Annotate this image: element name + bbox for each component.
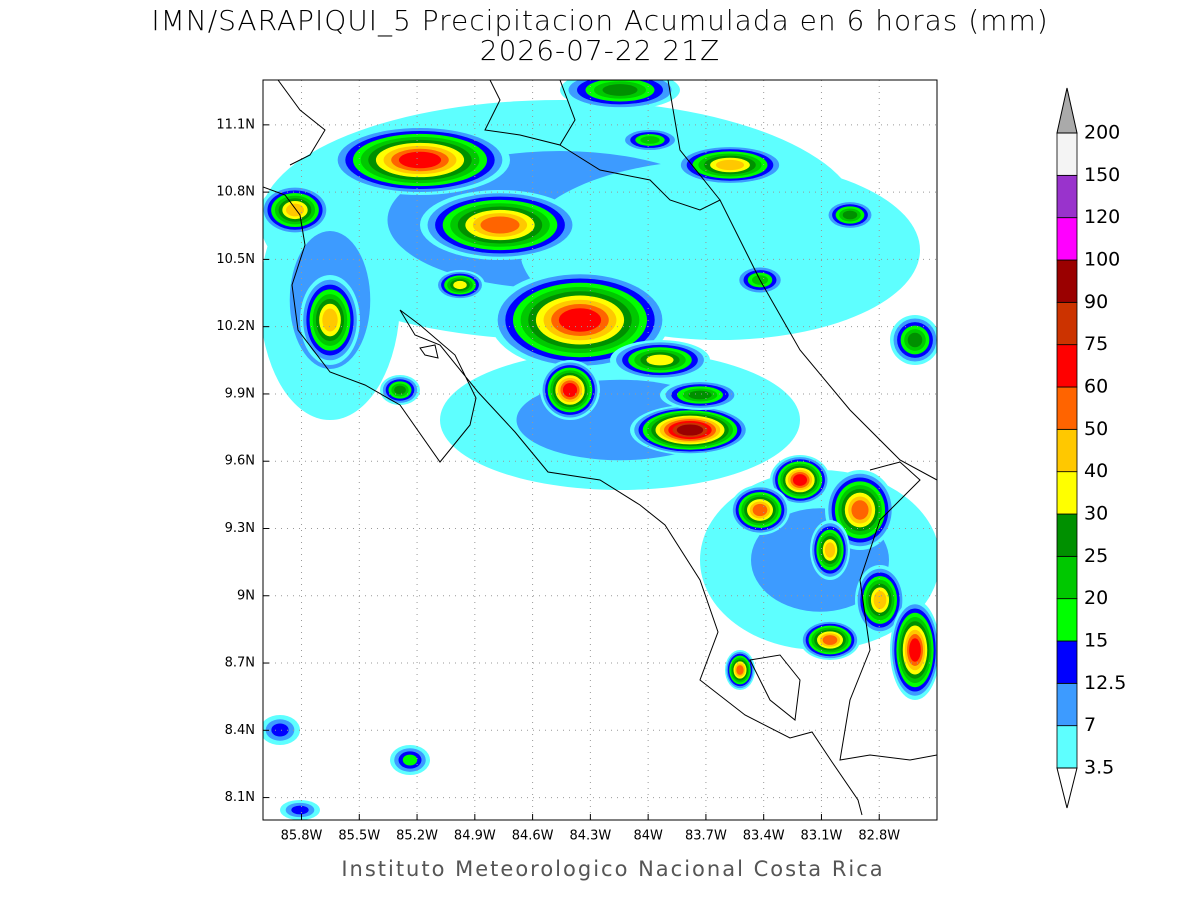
colorbar-label: 25	[1084, 545, 1108, 567]
colorbar-segment	[1056, 513, 1078, 557]
colorbar-label: 3.5	[1084, 757, 1114, 779]
precip-contour	[271, 723, 289, 737]
precip-contour	[398, 151, 442, 169]
precip-contour	[792, 474, 808, 486]
precip-field	[263, 80, 937, 820]
precip-contour	[824, 542, 836, 558]
precip-contour	[394, 385, 406, 395]
y-tick-label: 8.1N	[225, 790, 255, 805]
precip-contour	[873, 591, 887, 609]
precip-contour	[715, 159, 745, 171]
x-tick-label: 84W	[633, 829, 663, 844]
y-tick-label: 10.8N	[216, 185, 255, 200]
colorbar-segment	[1056, 386, 1078, 430]
colorbar-label: 7	[1084, 714, 1096, 736]
precip-contour	[851, 500, 869, 520]
y-tick-label: 11.1N	[216, 117, 255, 132]
border-north	[667, 80, 721, 201]
colorbar-under	[1056, 767, 1078, 809]
precip-contour	[562, 382, 578, 398]
precip-contour	[909, 638, 921, 662]
x-tick-label: 84.9W	[454, 829, 496, 844]
colorbar-label: 75	[1084, 333, 1108, 355]
colorbar-label: 15	[1084, 630, 1108, 652]
x-tick-label: 83.7W	[685, 829, 727, 844]
precip-contour	[752, 503, 768, 517]
precip-contour	[286, 203, 304, 217]
colorbar-segment	[1056, 555, 1078, 600]
colorbar-label: 20	[1084, 587, 1108, 609]
colorbar-segment	[1056, 259, 1078, 303]
colorbar-label: 12.5	[1084, 672, 1126, 694]
precip-contour	[291, 805, 309, 815]
colorbar-segment	[1056, 344, 1078, 388]
x-tick-label: 83.4W	[743, 829, 785, 844]
pacific-coast	[263, 186, 863, 816]
y-tick-label: 9.9N	[225, 386, 255, 401]
y-tick-label: 10.2N	[216, 319, 255, 334]
border-panama	[839, 461, 937, 761]
colorbar-segment	[1056, 428, 1078, 473]
x-tick-label: 85.5W	[338, 829, 380, 844]
precip-contour	[558, 308, 602, 332]
x-tick-label: 85.8W	[281, 829, 323, 844]
colorbar-segment	[1056, 301, 1078, 346]
precip-contour	[453, 280, 467, 290]
x-tick-label: 84.6W	[512, 829, 554, 844]
colorbar-label: 100	[1084, 249, 1120, 271]
colorbar-segment	[1056, 471, 1078, 515]
colorbar-label: 50	[1084, 418, 1108, 440]
colorbar-label: 60	[1084, 376, 1108, 398]
precip-contour	[688, 390, 712, 400]
precip-contour	[842, 210, 858, 220]
colorbar-label: 150	[1084, 164, 1120, 186]
precip-contour	[322, 308, 338, 332]
colorbar-segment	[1056, 598, 1078, 642]
colorbar-over	[1056, 87, 1078, 134]
x-tick-label: 82.8W	[858, 829, 900, 844]
island	[419, 344, 439, 359]
precip-contour	[640, 136, 660, 144]
y-tick-label: 9N	[237, 588, 255, 603]
precip-contour	[402, 754, 418, 766]
precip-contour	[676, 424, 704, 436]
colorbar-label: 40	[1084, 460, 1108, 482]
colorbar-segment	[1056, 174, 1078, 219]
precip-contour	[736, 665, 744, 675]
x-tick-label: 83.1W	[801, 829, 843, 844]
peninsula	[749, 654, 801, 721]
precip-contour	[822, 635, 838, 645]
precip-contour	[602, 84, 638, 96]
precip-contour	[646, 354, 674, 366]
coastlines	[263, 80, 937, 816]
footer: Instituto Meteorologico Nacional Costa R…	[341, 857, 884, 881]
colorbar-segment	[1056, 217, 1078, 261]
precip-contour	[907, 332, 923, 348]
colorbar-segment	[1056, 725, 1078, 769]
y-tick-label: 8.4N	[225, 723, 255, 738]
x-tick-label: 84.3W	[569, 829, 611, 844]
colorbar-label: 120	[1084, 206, 1120, 228]
colorbar-label: 200	[1084, 122, 1120, 144]
grid: 85.8W 85.5W 85.2W 84.9W 84.6W 84.3W 84W 83.7W 83…	[216, 80, 937, 844]
colorbar-segment	[1056, 682, 1078, 727]
subtitle: 2026-07-22 21Z	[480, 34, 720, 67]
border	[484, 80, 576, 146]
colorbar-label: 30	[1084, 503, 1108, 525]
y-tick-label: 10.5N	[216, 252, 255, 267]
colorbar-segment	[1056, 640, 1078, 684]
colorbar-segment	[1056, 132, 1078, 176]
lake-shore	[277, 80, 326, 166]
x-tick-label: 85.2W	[396, 829, 438, 844]
y-tick-label: 9.6N	[225, 454, 255, 469]
colorbar-label: 90	[1084, 291, 1108, 313]
colorbar: 3.5 7 12.5 15 20 25 30 40 50 60 75 90 100 120 150 200	[1056, 87, 1126, 809]
y-tick-label: 9.3N	[225, 521, 255, 536]
map-frame	[262, 79, 938, 821]
title: IMN/SARAPIQUI_5 Precipitacion Acumulada …	[151, 4, 1048, 38]
y-tick-label: 8.7N	[225, 656, 255, 671]
precip-contour	[480, 216, 520, 234]
